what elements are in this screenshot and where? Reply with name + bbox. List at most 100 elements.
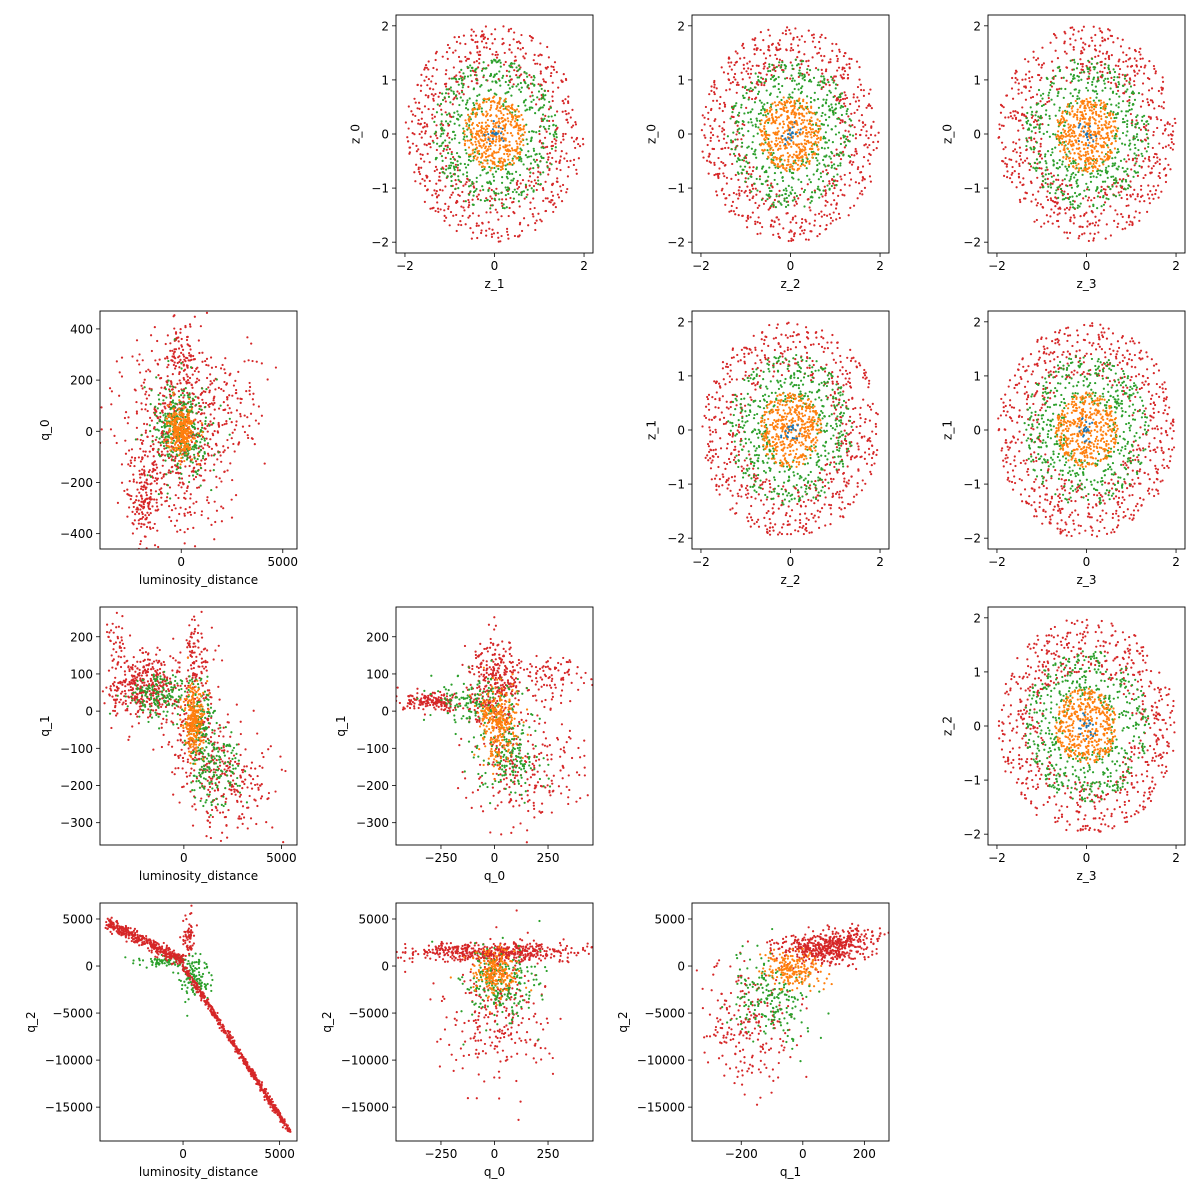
data-point	[839, 121, 842, 125]
data-point	[465, 135, 469, 138]
data-point	[810, 199, 813, 203]
data-point	[1156, 160, 1159, 163]
data-point	[456, 110, 459, 113]
data-point	[1011, 165, 1014, 169]
data-point	[816, 235, 819, 238]
data-point	[1004, 156, 1007, 160]
x-tick-label: −2	[396, 259, 414, 273]
data-point	[1044, 102, 1047, 106]
data-point	[530, 180, 533, 183]
data-point	[509, 78, 512, 81]
data-point	[709, 161, 713, 164]
data-point	[1110, 103, 1113, 106]
data-point	[488, 165, 491, 169]
data-point	[506, 131, 509, 135]
data-point	[1128, 144, 1131, 147]
data-point	[426, 84, 429, 87]
data-point	[463, 75, 466, 78]
data-point	[1091, 144, 1094, 147]
data-point	[781, 126, 784, 129]
data-point	[498, 144, 502, 147]
data-point	[1071, 94, 1074, 98]
data-point	[824, 199, 827, 202]
data-point	[1087, 75, 1090, 78]
data-point	[1136, 114, 1139, 117]
data-point	[1099, 169, 1102, 172]
data-point	[771, 76, 774, 79]
data-point	[1049, 197, 1052, 200]
data-point	[489, 144, 492, 148]
data-point	[507, 155, 510, 158]
data-point	[1014, 110, 1017, 113]
data-point	[738, 132, 741, 135]
data-point	[439, 135, 442, 138]
data-point	[511, 190, 515, 194]
data-point	[866, 146, 869, 149]
data-point	[1125, 90, 1128, 93]
data-point	[1041, 179, 1044, 183]
data-point	[492, 232, 496, 235]
data-point	[1040, 172, 1044, 175]
data-point	[1107, 80, 1110, 84]
data-point	[1135, 160, 1138, 163]
data-point	[1100, 31, 1104, 34]
data-point	[839, 74, 842, 77]
data-point	[1094, 215, 1097, 218]
data-point	[468, 201, 471, 204]
data-point	[500, 191, 503, 194]
data-point	[538, 132, 541, 136]
data-point	[470, 112, 473, 115]
data-point	[538, 107, 541, 110]
data-point	[1082, 154, 1085, 157]
data-point	[1102, 194, 1105, 198]
data-point	[792, 142, 795, 145]
data-point	[742, 67, 746, 70]
data-point	[1143, 114, 1146, 117]
data-point	[720, 160, 723, 164]
data-point	[1134, 157, 1137, 160]
data-point	[758, 99, 762, 102]
data-point	[797, 82, 801, 85]
data-point	[482, 188, 485, 191]
data-point	[439, 179, 442, 182]
data-point	[715, 190, 718, 193]
data-point	[1052, 159, 1055, 162]
data-point	[1077, 237, 1080, 240]
data-point	[1117, 106, 1120, 109]
data-point	[472, 148, 475, 151]
data-point	[487, 145, 490, 148]
data-point	[1109, 151, 1112, 155]
data-point	[835, 202, 838, 205]
data-point	[754, 72, 757, 75]
data-point	[1112, 41, 1115, 44]
data-point	[794, 215, 797, 218]
data-point	[783, 103, 786, 106]
data-point	[1129, 142, 1132, 145]
data-point	[509, 196, 512, 200]
data-point	[1142, 160, 1145, 163]
data-point	[439, 102, 443, 106]
data-point	[1081, 65, 1084, 68]
data-point	[1077, 169, 1080, 172]
data-point	[1126, 187, 1130, 190]
data-point	[555, 139, 558, 142]
data-point	[798, 113, 801, 116]
data-point	[820, 54, 823, 57]
data-point	[721, 127, 724, 130]
data-point	[438, 171, 441, 175]
data-point	[820, 114, 823, 118]
data-point	[1128, 81, 1131, 84]
data-point	[432, 141, 435, 144]
data-point	[507, 109, 510, 112]
data-point	[519, 127, 522, 130]
data-point	[462, 34, 466, 37]
data-point	[775, 195, 778, 198]
data-point	[1134, 49, 1137, 53]
data-point	[475, 132, 478, 135]
data-point	[1121, 131, 1125, 135]
data-point	[1056, 186, 1059, 189]
data-point	[443, 214, 446, 217]
data-point	[519, 48, 522, 51]
data-point	[1101, 52, 1105, 55]
data-point	[1079, 215, 1082, 218]
